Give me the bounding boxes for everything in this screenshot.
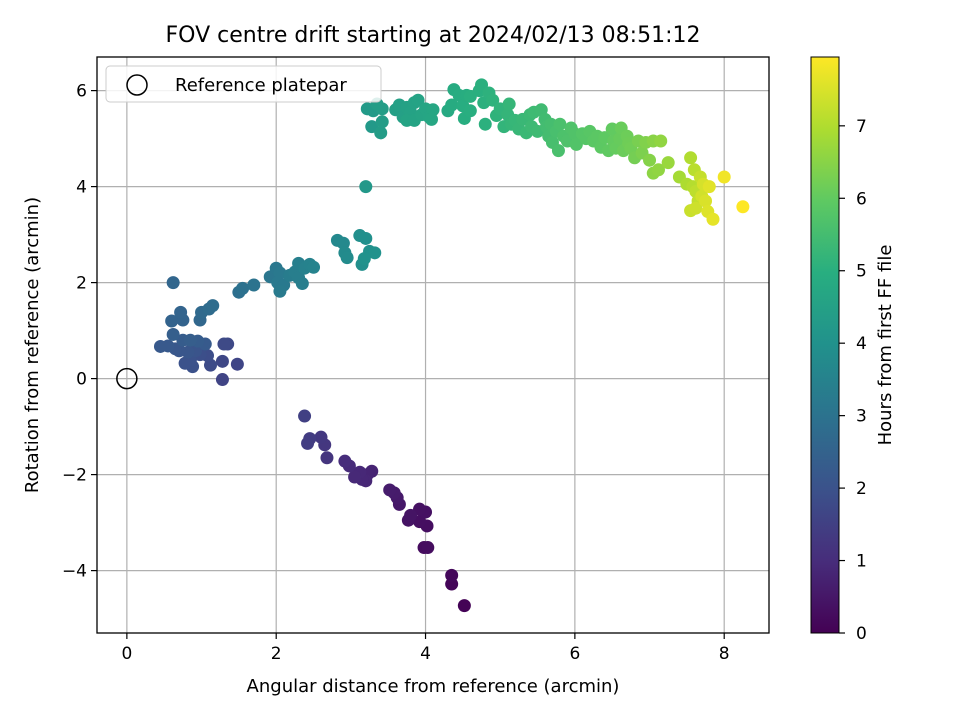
- x-axis-label: Angular distance from reference (arcmin): [247, 676, 620, 697]
- x-tick-label: 4: [420, 644, 431, 664]
- scatter-point: [301, 436, 315, 450]
- scatter-point: [736, 200, 750, 214]
- scatter-point: [273, 284, 287, 298]
- y-axis-label: Rotation from reference (arcmin): [22, 197, 43, 493]
- scatter-point: [457, 599, 471, 613]
- scatter-point: [174, 305, 188, 319]
- x-tick-label: 8: [719, 644, 730, 664]
- scatter-point: [206, 299, 220, 313]
- scatter-point: [368, 246, 382, 260]
- scatter-point: [486, 93, 500, 107]
- scatter-point: [553, 117, 567, 131]
- scatter-point: [336, 236, 350, 250]
- colorbar-tick-label: 0: [856, 624, 867, 644]
- scatter-point: [445, 568, 459, 582]
- scatter-point: [478, 117, 492, 131]
- scatter-point: [463, 104, 477, 118]
- scatter-point: [298, 409, 312, 423]
- legend-box: [105, 65, 382, 103]
- y-tick-label: 4: [76, 178, 87, 198]
- scatter-point: [426, 103, 440, 117]
- y-tick-label: −2: [62, 466, 87, 486]
- colorbar-ticks: 0 1 2 3 4 5 6 7: [839, 117, 867, 644]
- scatter-point: [421, 541, 435, 555]
- scatter-point: [699, 194, 713, 208]
- scatter-point: [360, 102, 374, 116]
- chart-title: FOV centre drift starting at 2024/02/13 …: [166, 23, 701, 48]
- scatter-point: [215, 354, 229, 368]
- colorbar-tick-label: 5: [856, 262, 867, 282]
- legend-label: Reference platepar: [175, 75, 347, 96]
- legend-marker-icon: [126, 74, 148, 96]
- scatter-point: [314, 430, 328, 444]
- grid-lines: [97, 57, 769, 633]
- scatter-point: [340, 251, 354, 265]
- scatter-point: [375, 115, 389, 129]
- scatter-point: [295, 277, 309, 291]
- plot-frame: [96, 56, 770, 634]
- scatter-point: [307, 260, 321, 274]
- colorbar-tick-label: 1: [856, 552, 867, 572]
- colorbar: [810, 56, 840, 634]
- scatter-point: [236, 281, 250, 295]
- scatter-point: [383, 483, 397, 497]
- y-axis-ticks: −4 −2 0 2 4 6: [62, 82, 97, 582]
- scatter-point: [689, 201, 703, 215]
- scatter-point: [357, 252, 371, 266]
- y-tick-label: −4: [62, 562, 87, 582]
- scatter-point: [348, 470, 362, 484]
- scatter-point: [359, 231, 373, 245]
- scatter-point: [654, 134, 668, 148]
- scatter-point: [375, 102, 389, 116]
- legend: Reference platepar: [105, 65, 382, 103]
- scatter-point: [166, 327, 180, 341]
- scatter-point: [702, 180, 716, 194]
- y-tick-label: 6: [76, 82, 87, 102]
- data-points: [153, 78, 750, 613]
- y-tick-label: 2: [76, 274, 87, 294]
- reference-platepar-point: [116, 367, 138, 390]
- scatter-point: [411, 93, 425, 107]
- scatter-point: [445, 98, 459, 112]
- scatter-point: [374, 126, 388, 140]
- scatter-point: [320, 451, 334, 465]
- colorbar-label: Hours from first FF file: [875, 245, 896, 446]
- scatter-point: [717, 170, 731, 184]
- x-tick-label: 6: [569, 644, 580, 664]
- colorbar-tick-label: 3: [856, 407, 867, 427]
- scatter-point: [153, 339, 167, 353]
- colorbar-tick-label: 4: [856, 334, 867, 354]
- scatter-point: [217, 337, 231, 351]
- scatter-point: [338, 454, 352, 468]
- reference-marker: [116, 367, 138, 390]
- scatter-point: [651, 163, 665, 177]
- scatter-point: [404, 508, 418, 522]
- colorbar-tick-label: 6: [856, 189, 867, 209]
- scatter-point: [215, 373, 229, 387]
- colorbar-tick-label: 2: [856, 479, 867, 499]
- x-tick-label: 2: [271, 644, 282, 664]
- scatter-point: [230, 357, 244, 371]
- scatter-point: [569, 137, 583, 151]
- scatter-point: [178, 356, 192, 370]
- scatter-point: [165, 314, 179, 328]
- y-tick-label: 0: [76, 370, 87, 390]
- scatter-point: [661, 156, 675, 170]
- scatter-point: [502, 97, 516, 111]
- scatter-point: [166, 276, 180, 290]
- scatter-point: [359, 180, 373, 194]
- scatter-point: [643, 153, 657, 167]
- scatter-point: [684, 151, 698, 165]
- x-tick-label: 0: [121, 644, 132, 664]
- scatter-point: [706, 212, 720, 226]
- colorbar-tick-label: 7: [856, 117, 867, 137]
- scatter-point: [425, 112, 439, 126]
- scatter-point: [551, 144, 565, 158]
- scatter-point: [247, 278, 261, 292]
- scatter-point: [183, 333, 197, 347]
- x-axis-ticks: 0 2 4 6 8: [121, 633, 730, 664]
